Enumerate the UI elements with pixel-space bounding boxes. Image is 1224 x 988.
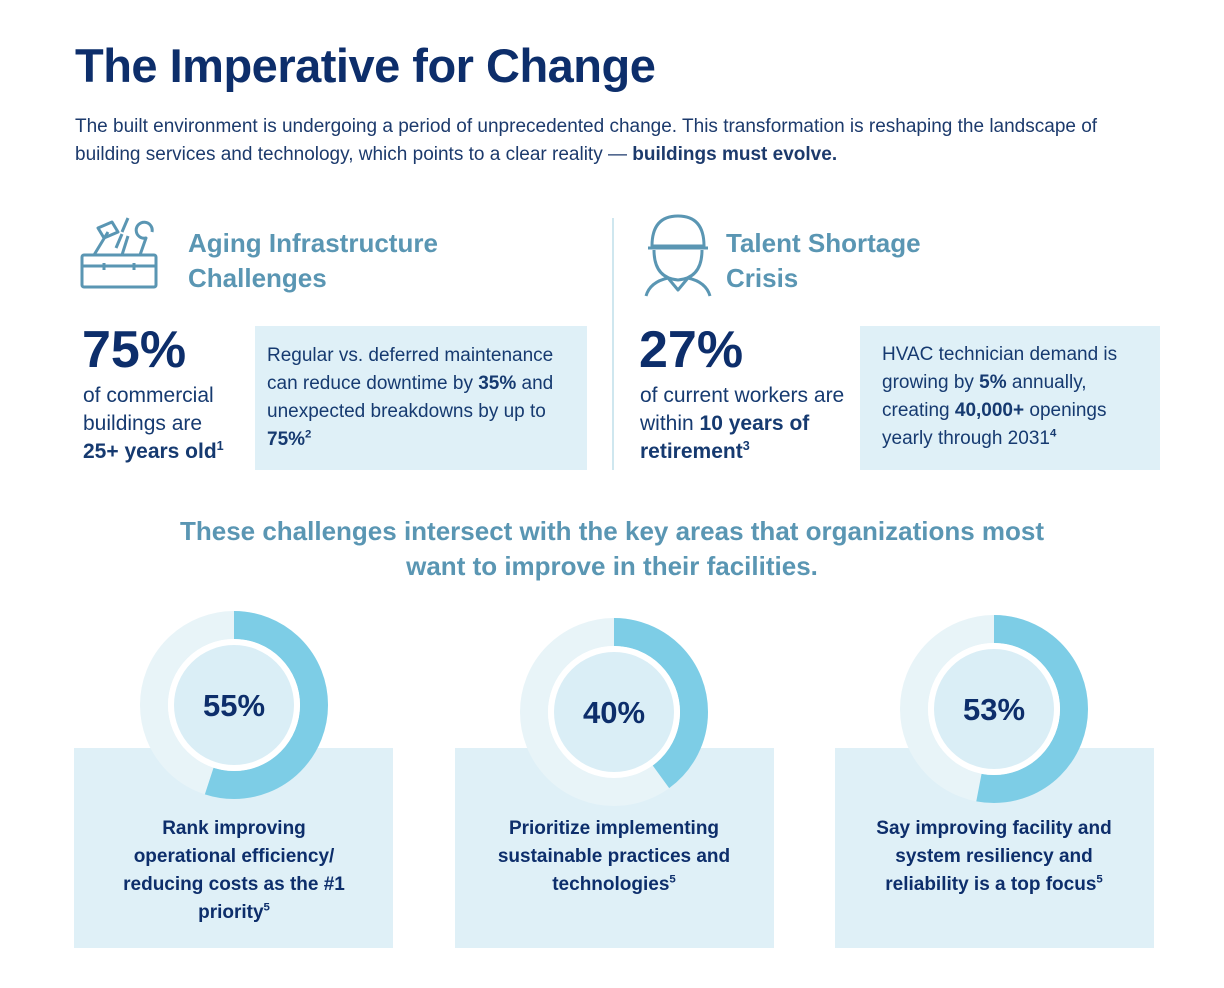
donut-center: [174, 645, 294, 765]
card-text: Rank improving operational efficiency/ r…: [114, 815, 354, 927]
donut-arc: [520, 618, 708, 806]
text: Say improving facility and system resili…: [876, 818, 1112, 895]
stat: 75%: [82, 321, 187, 379]
text: and unexpected breakdowns by up to: [267, 373, 554, 422]
text: Regular vs. deferred maintenance can red…: [267, 345, 554, 394]
card-text: Prioritize implementing sustainable prac…: [484, 815, 744, 899]
text: Prioritize implementing sustainable prac…: [497, 818, 731, 895]
donut-arc: [140, 611, 328, 799]
heading: Aging Infrastructure Challenges: [188, 228, 438, 293]
note: 5: [669, 873, 676, 886]
emphasis: 40,000+: [954, 400, 1025, 421]
text: HVAC technician demand is growing by: [882, 344, 1118, 393]
note: 1: [216, 439, 224, 453]
worker-icon: [644, 214, 712, 297]
note: 2: [305, 428, 312, 441]
donut-center: [934, 649, 1054, 769]
intro-emphasis: buildings must evolve.: [632, 144, 838, 165]
donut-arc: [900, 615, 1088, 803]
emphasis: 10 years of retirement: [640, 412, 810, 463]
text: annually, creating: [882, 372, 1087, 421]
subheading: These challenges intersect with the key …: [179, 516, 1045, 581]
text: of commercial buildings are: [83, 384, 214, 435]
text: Rank improving operational efficiency/ r…: [123, 818, 345, 923]
emphasis: 25+ years old: [83, 440, 217, 463]
title: The Imperative for Change: [75, 39, 656, 92]
heading: Talent Shortage Crisis: [726, 228, 921, 293]
donut-label: 53%: [963, 692, 1025, 727]
emphasis: 35%: [478, 373, 517, 394]
note: 5: [263, 901, 270, 914]
text: openings yearly through 2031: [882, 400, 1107, 449]
note: 5: [1096, 873, 1103, 886]
card-text: Say improving facility and system resili…: [869, 815, 1119, 899]
donut-label: 40%: [583, 695, 645, 730]
info-box: HVAC technician demand is growing by 5% …: [860, 326, 1160, 470]
donut-center: [554, 652, 674, 772]
stat: 27%: [639, 321, 744, 379]
intro: The built environment is undergoing a pe…: [75, 113, 1135, 169]
emphasis: 5%: [979, 372, 1007, 393]
donut-label: 55%: [203, 688, 265, 723]
stat-text: of current workers are within 10 years o…: [640, 382, 855, 466]
emphasis: 75%: [267, 429, 306, 450]
toolbox-icon: [80, 217, 158, 289]
info-box: Regular vs. deferred maintenance can red…: [255, 326, 587, 470]
stat-text: of commercial buildings are 25+ years ol…: [83, 382, 243, 466]
note: 3: [742, 439, 750, 453]
note: 4: [1049, 427, 1057, 440]
intro-text: The built environment is undergoing a pe…: [75, 116, 1098, 165]
text: of current workers are within: [640, 384, 845, 435]
divider: [612, 218, 614, 470]
